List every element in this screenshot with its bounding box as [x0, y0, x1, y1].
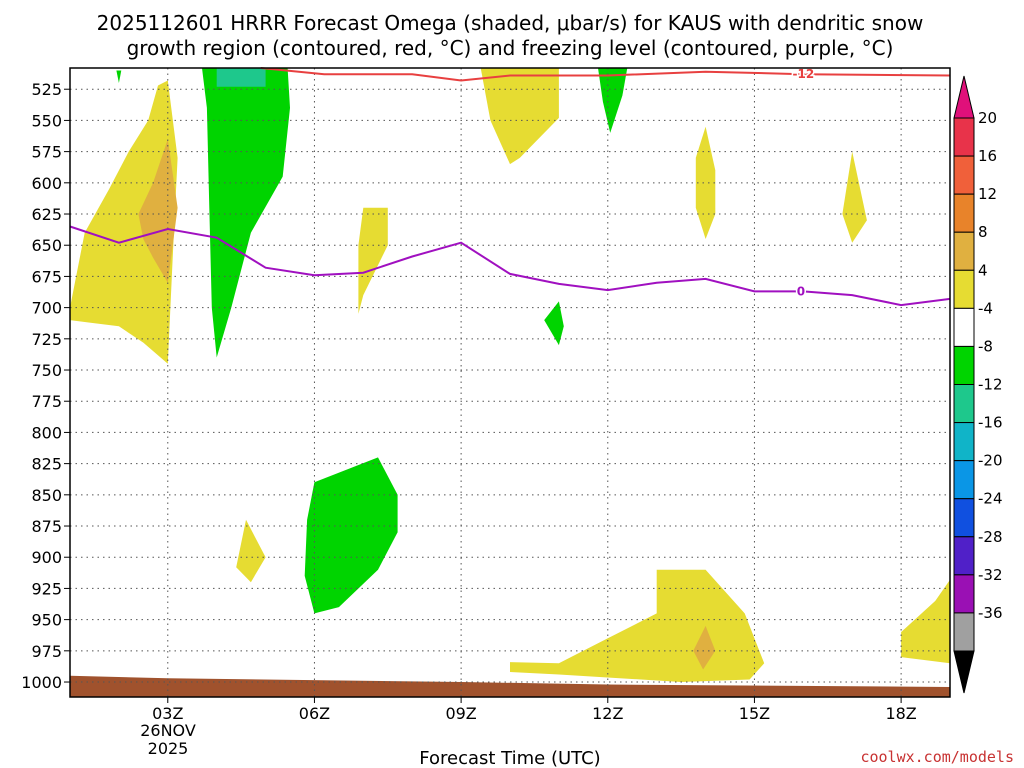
ytick-label-575: 575 [31, 143, 62, 162]
contour-line-0 [260, 67, 951, 82]
omega-region-5 [358, 207, 388, 314]
omega-region-7 [598, 68, 628, 133]
colorbar-swatch-10 [953, 498, 975, 538]
omega-region-0 [70, 80, 178, 364]
ytick-label-775: 775 [31, 392, 62, 411]
colorbar-tick-2: 12 [978, 185, 997, 203]
time-axis: 03Z 06Z 09Z 12Z 15Z 18Z [152, 697, 917, 723]
colorbar-swatch-9 [953, 460, 975, 500]
ytick-label-625: 625 [31, 205, 62, 224]
omega-region-2 [116, 70, 122, 83]
chart-title-line-2: growth region (contoured, red, °C) and f… [127, 36, 894, 60]
ytick-label-750: 750 [31, 361, 62, 380]
ground-surface [70, 675, 950, 697]
colorbar-tick-13: -36 [978, 604, 1003, 622]
omega-region-14 [693, 625, 716, 670]
colorbar-tick-6: -8 [978, 337, 993, 355]
colorbar-tick-4: 4 [978, 261, 988, 279]
ytick-label-800: 800 [31, 423, 62, 442]
ytick-label-725: 725 [31, 330, 62, 349]
xtick-label-03Z: 03Z [152, 704, 183, 723]
xtick-label-12Z: 12Z [592, 704, 623, 723]
colorbar-tick-9: -20 [978, 452, 1003, 470]
colorbar-swatch-7 [953, 384, 975, 424]
xtick-label-09Z: 09Z [445, 704, 476, 723]
omega-region-11 [236, 519, 266, 583]
colorbar-swatch-5 [953, 307, 975, 347]
colorbar-swatch-3 [953, 231, 975, 271]
xtick-label-06Z: 06Z [299, 704, 330, 723]
colorbar-tick-7: -12 [978, 376, 1003, 394]
ytick-label-850: 850 [31, 486, 62, 505]
ytick-label-875: 875 [31, 517, 62, 536]
contour-line-1 [69, 225, 951, 307]
colorbar-swatch-6 [953, 345, 975, 385]
omega-region-13 [510, 569, 765, 682]
colorbar-top-arrow [953, 75, 975, 119]
ytick-label-950: 950 [31, 611, 62, 630]
ytick-label-650: 650 [31, 236, 62, 255]
colorbar-swatch-11 [953, 536, 975, 576]
xtick-label-15Z: 15Z [739, 704, 770, 723]
ytick-label-1000: 1000 [21, 673, 62, 692]
plot-frame [69, 67, 951, 698]
ytick-label-900: 900 [31, 548, 62, 567]
colorbar-tick-3: 8 [978, 223, 988, 241]
omega-region-10 [842, 151, 867, 243]
colorbar-tick-1: 16 [978, 147, 997, 165]
omega-region-9 [695, 126, 716, 239]
x-axis-label: Forecast Time (UTC) [419, 748, 600, 768]
omega-region-12 [304, 457, 398, 614]
ytick-label-925: 925 [31, 579, 62, 598]
ytick-label-825: 825 [31, 455, 62, 474]
colorbar-tick-5: -4 [978, 299, 993, 317]
colorbar-swatch-2 [953, 193, 975, 233]
colorbar-swatch-0 [953, 117, 975, 157]
omega-region-6 [480, 68, 559, 165]
ytick-label-700: 700 [31, 299, 62, 318]
colorbar-tick-12: -32 [978, 566, 1003, 584]
colorbar-legend: 20 16 12 8 4 -4 -8 -12 -16 -20 -24 -28 -32 -36 [953, 75, 1003, 694]
ytick-label-675: 675 [31, 267, 62, 286]
colorbar-tick-8: -16 [978, 414, 1003, 432]
pressure-axis: 525 550 575 600 625 650 675 700 725 750 775 800 825 8… [21, 80, 70, 692]
omega-region-8 [544, 301, 564, 346]
temperature-contours: -12 0 [69, 66, 951, 307]
ytick-label-550: 550 [31, 111, 62, 130]
xtick-label-18Z: 18Z [885, 704, 916, 723]
ytick-label-975: 975 [31, 642, 62, 661]
plot-area [70, 68, 950, 697]
omega-region-3 [202, 68, 290, 358]
source-credit: coolwx.com/models [860, 748, 1014, 766]
colorbar-swatch-13 [953, 612, 975, 652]
contour-label-0: -12 [792, 67, 814, 81]
colorbar-tick-10: -24 [978, 490, 1003, 508]
grid-lines [70, 68, 950, 697]
contour-label-1: 0 [797, 284, 805, 298]
omega-region-15 [901, 579, 950, 664]
colorbar-tick-11: -28 [978, 528, 1003, 546]
colorbar-swatch-1 [953, 155, 975, 195]
ytick-label-600: 600 [31, 174, 62, 193]
chart-title-line-1: 2025112601 HRRR Forecast Omega (shaded, … [97, 11, 924, 35]
colorbar-tick-0: 20 [978, 109, 997, 127]
colorbar-swatch-8 [953, 422, 975, 462]
colorbar-swatch-12 [953, 574, 975, 614]
omega-region-4 [216, 68, 266, 87]
omega-region-1 [138, 139, 178, 283]
date-label-day: 26NOV [140, 721, 196, 740]
date-label-year: 2025 [148, 739, 189, 758]
ytick-label-525: 525 [31, 80, 62, 99]
colorbar-swatch-4 [953, 269, 975, 309]
colorbar-bottom-arrow [953, 650, 975, 694]
